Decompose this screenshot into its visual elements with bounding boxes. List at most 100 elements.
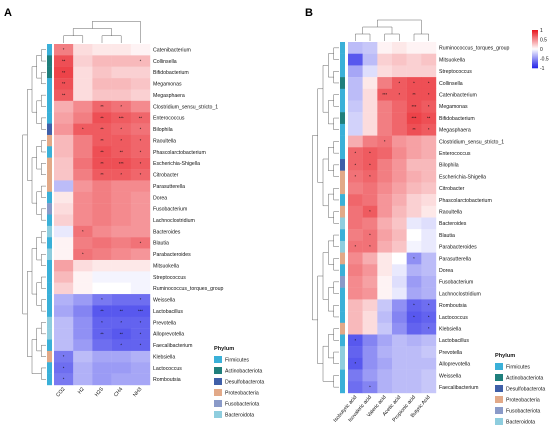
significance-marker: ** xyxy=(100,331,104,336)
significance-marker: * xyxy=(140,331,142,336)
heatmap-cell xyxy=(406,334,422,347)
heatmap-cell xyxy=(348,276,363,288)
significance-marker: * xyxy=(140,343,142,348)
heatmap-cell xyxy=(111,55,131,67)
heatmap-cell xyxy=(92,328,112,340)
heatmap-cell xyxy=(54,157,74,170)
phylum-bar-faecalibacterium xyxy=(47,339,52,352)
heatmap-cell xyxy=(421,159,437,171)
heatmap-cell xyxy=(92,191,112,204)
heatmap-cell xyxy=(421,229,437,242)
heatmap-cell xyxy=(111,294,131,306)
significance-marker: ** xyxy=(120,149,124,154)
heatmap-cell xyxy=(92,169,112,181)
significance-marker: * xyxy=(413,80,415,85)
heatmap-cell xyxy=(73,316,93,329)
significance-marker: * xyxy=(120,320,122,325)
column-label-nh3: NH3 xyxy=(132,386,143,398)
heatmap-cell xyxy=(362,276,378,288)
heatmap-cell xyxy=(377,287,393,300)
significance-marker: * xyxy=(120,138,122,143)
heatmap-cell xyxy=(362,194,378,206)
dendrogram-branch xyxy=(41,322,46,335)
row-label-collinsella: Collinsella xyxy=(153,59,177,65)
phylum-bar-weissella xyxy=(340,369,345,382)
phylum-bar-bifidobacterium xyxy=(340,112,345,125)
row-label-raoultella: Raoultella xyxy=(153,138,176,144)
heatmap-cell xyxy=(92,248,112,261)
dendrogram-branch xyxy=(36,146,42,170)
row-label-lachnoclostridium: Lachnoclostridium xyxy=(439,291,481,297)
heatmap-cell xyxy=(111,362,131,374)
heatmap-cell xyxy=(406,65,422,78)
row-label-blautia: Blautia xyxy=(153,241,169,247)
row-label-enterococcus: Enterococcus xyxy=(439,151,471,157)
heatmap-cell xyxy=(54,55,74,67)
phylum-bar-escherichia-shigella xyxy=(340,170,345,183)
heatmap-cell xyxy=(392,100,407,113)
phylum-bar-romboutsia xyxy=(340,299,345,312)
heatmap-cell xyxy=(362,252,378,265)
dendrogram-branch xyxy=(36,100,42,124)
heatmap-cell xyxy=(348,217,363,230)
heatmap-cell xyxy=(348,299,363,312)
heatmap-cell xyxy=(54,89,74,102)
significance-marker: *** xyxy=(119,161,124,166)
heatmap-cell xyxy=(73,55,93,67)
heatmap-cell xyxy=(54,225,74,238)
heatmap-cell xyxy=(54,214,74,227)
heatmap-cell xyxy=(421,182,437,195)
heatmap-cell xyxy=(406,287,422,300)
phylum-bar-clostridium-sensu-stricto-1 xyxy=(340,135,345,148)
significance-marker: * xyxy=(120,104,122,109)
heatmap-cell xyxy=(362,369,378,382)
heatmap-cell xyxy=(111,225,131,238)
significance-marker: * xyxy=(63,365,65,370)
phylum-bar-phascolarctobacterium xyxy=(47,146,52,158)
phylum-bar-enterococcus xyxy=(340,147,345,160)
phylum-bar-fusobacterium xyxy=(340,276,345,288)
significance-marker: * xyxy=(355,244,357,249)
heatmap-cell xyxy=(73,248,93,261)
significance-marker: * xyxy=(399,80,401,85)
heatmap-cell xyxy=(406,381,422,394)
heatmap-cell xyxy=(377,381,393,394)
significance-marker: * xyxy=(369,232,371,237)
heatmap-cell xyxy=(421,252,437,265)
heatmap-cell xyxy=(362,264,378,277)
colorbar-segment xyxy=(532,58,538,60)
heatmap-cell xyxy=(92,339,112,352)
significance-marker: * xyxy=(355,361,357,366)
heatmap-cell xyxy=(92,305,112,317)
phylum-bar-prevotella xyxy=(47,316,52,329)
heatmap-cell xyxy=(130,191,151,204)
heatmap-cell xyxy=(362,229,378,242)
heatmap-cell xyxy=(92,271,112,283)
heatmap-cell xyxy=(92,89,112,102)
heatmap-cell xyxy=(421,100,437,113)
heatmap-cell xyxy=(130,157,151,170)
heatmap-cell xyxy=(362,381,378,394)
legend-swatch-bacteroidota xyxy=(214,411,222,418)
phylum-bar-weissella xyxy=(47,294,52,306)
dendrogram-branch xyxy=(22,134,28,315)
row-label-bilophila: Bilophila xyxy=(439,163,459,169)
significance-marker: ** xyxy=(100,104,104,109)
heatmap-cell xyxy=(392,123,407,136)
significance-marker: * xyxy=(355,174,357,179)
heatmap-cell xyxy=(111,316,131,329)
heatmap-cell xyxy=(421,276,437,288)
phylum-bar-enterococcus xyxy=(47,112,52,124)
heatmap-cell xyxy=(73,157,93,170)
heatmap-cell xyxy=(73,237,93,249)
heatmap-cell xyxy=(421,357,437,370)
significance-marker: * xyxy=(369,162,371,167)
heatmap-cell xyxy=(348,53,363,66)
heatmap-cell xyxy=(362,311,378,323)
significance-marker: * xyxy=(63,377,65,382)
heatmap-cell xyxy=(377,334,393,347)
phylum-bar-escherichia-shigella xyxy=(47,157,52,170)
row-label-mitsuokella: Mitsuokella xyxy=(439,57,465,63)
heatmap-cell xyxy=(377,357,393,370)
significance-marker: * xyxy=(140,172,142,177)
